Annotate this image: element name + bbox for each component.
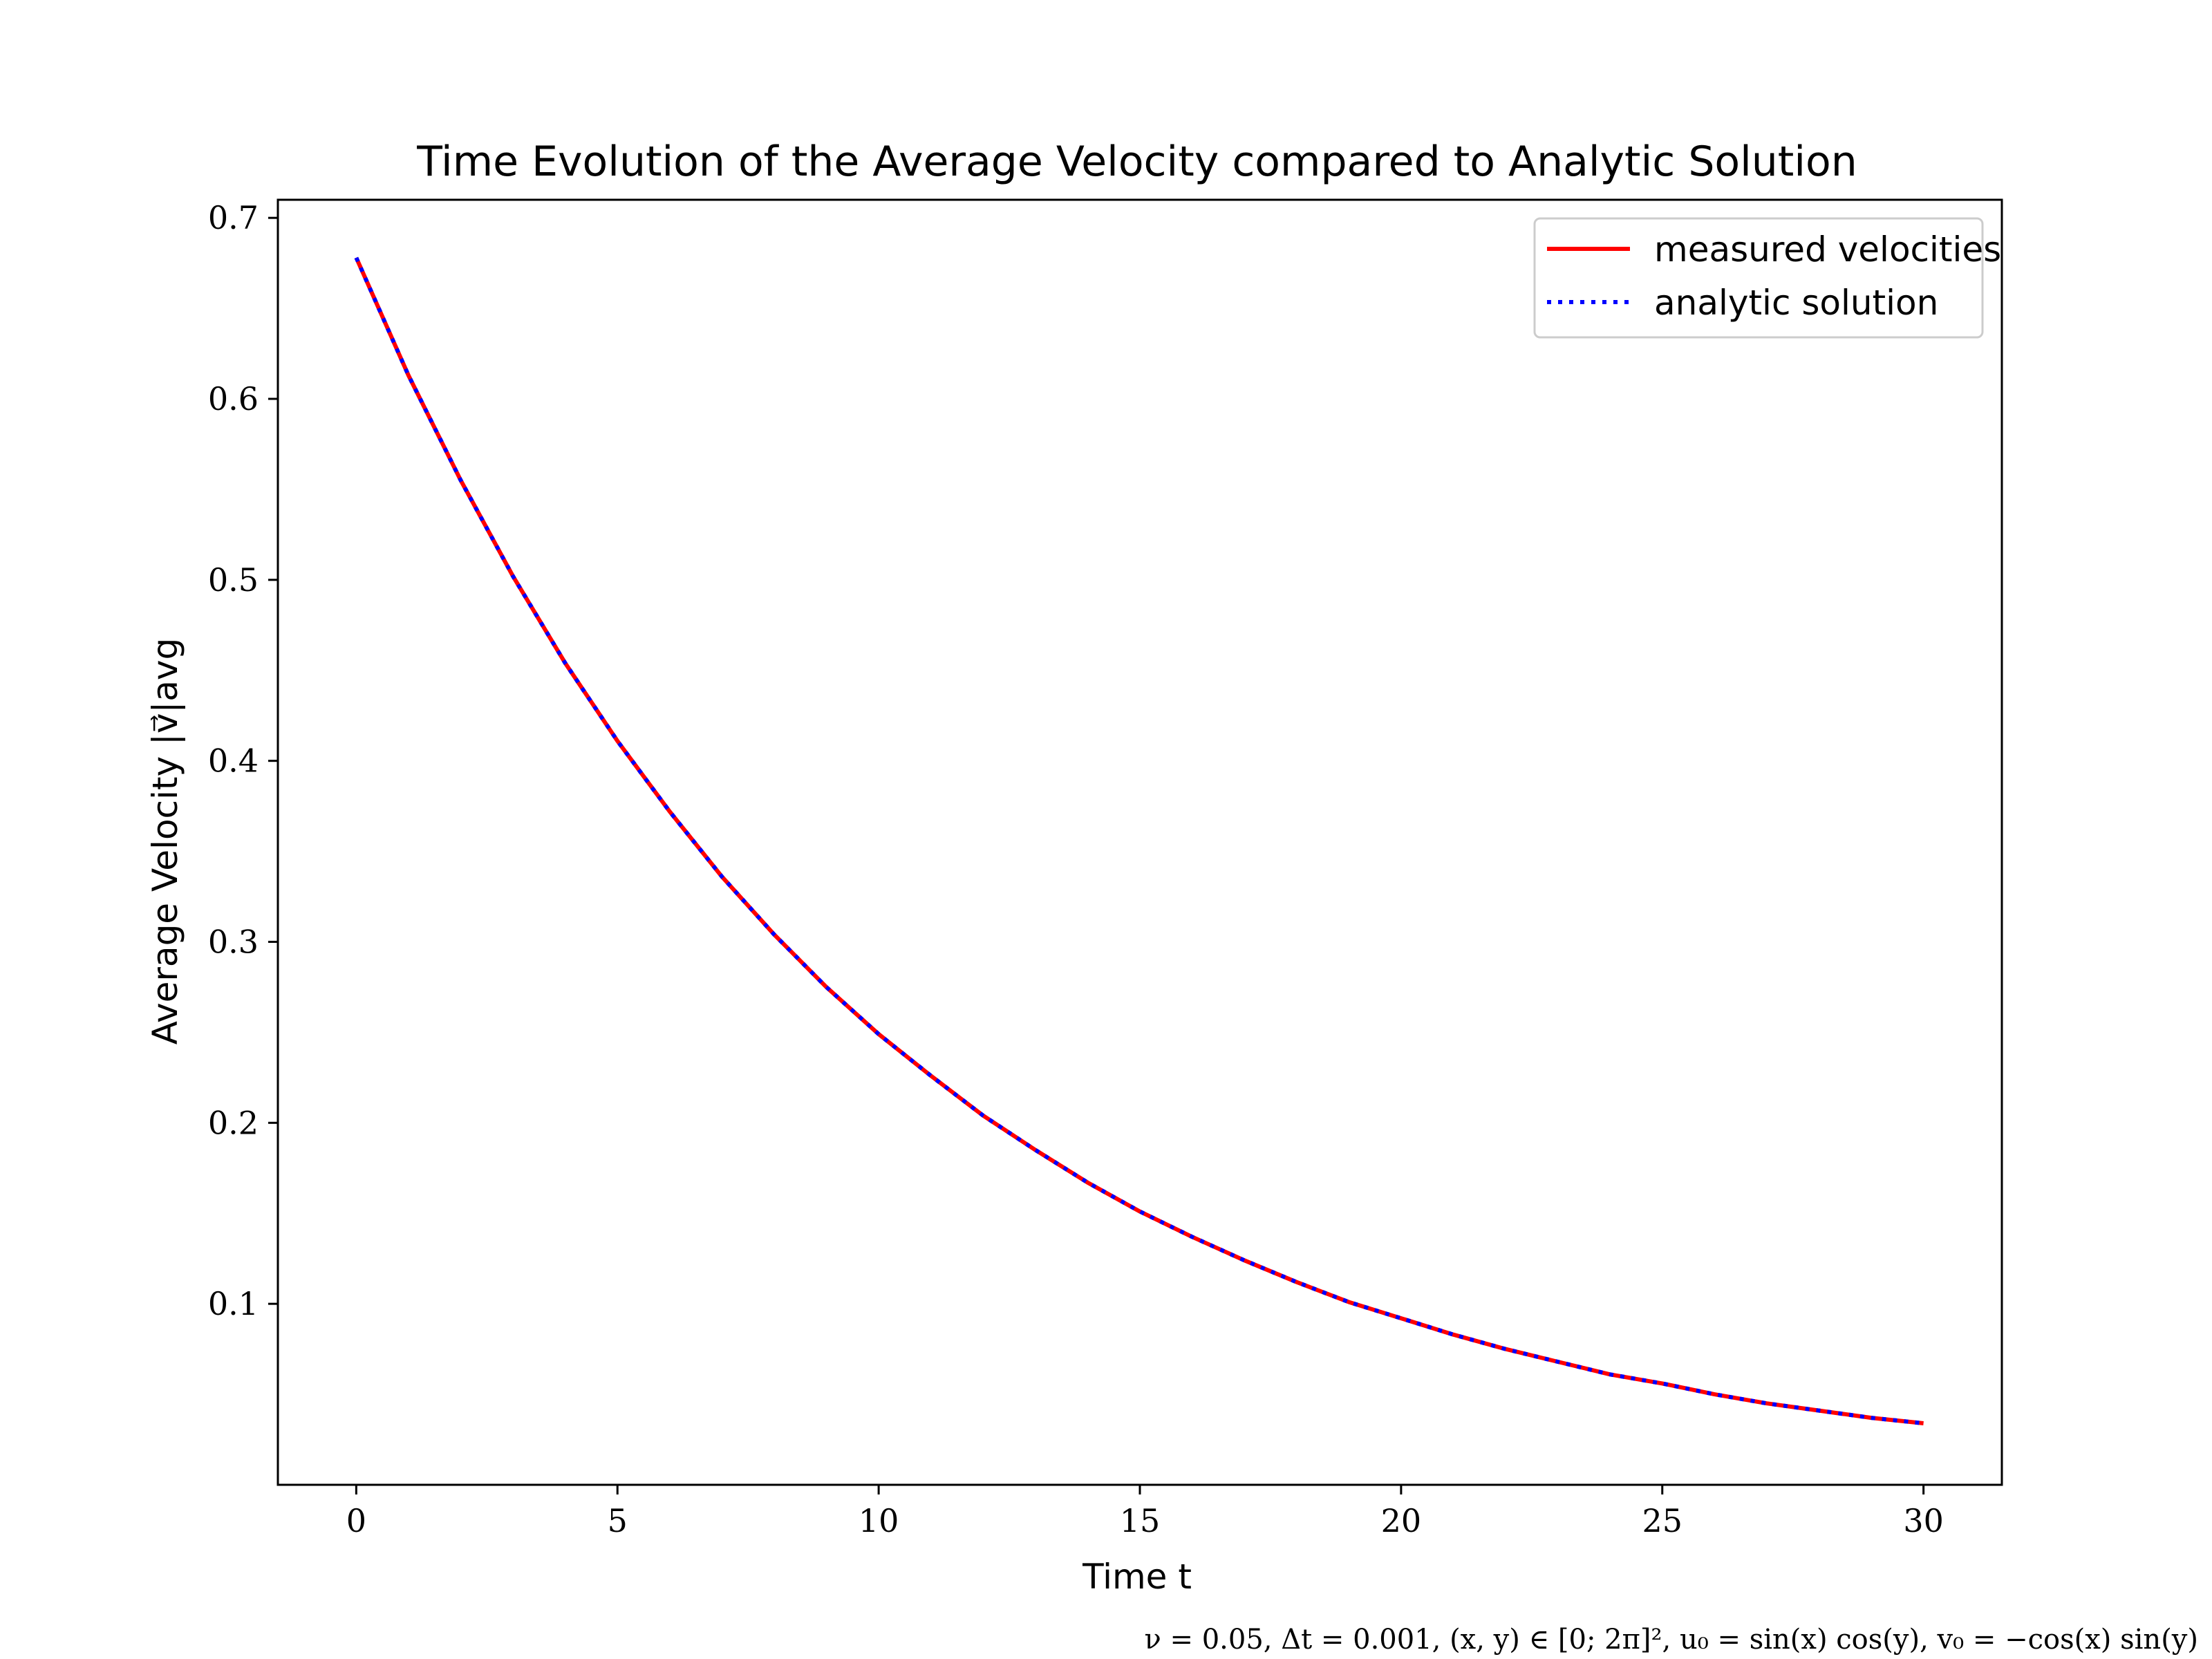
y-tick-label: 0.7 — [208, 199, 259, 236]
legend-frame — [1533, 217, 1984, 339]
y-tick-label: 0.6 — [208, 380, 259, 418]
y-tick-label: 0.2 — [208, 1104, 259, 1141]
y-tick-label: 0.5 — [208, 561, 259, 599]
x-tick-label: 15 — [1120, 1502, 1161, 1539]
x-tick-label: 30 — [1903, 1502, 1944, 1539]
legend-label-analytic: analytic solution — [1654, 283, 1938, 323]
series-line-measured — [354, 256, 1924, 1425]
y-tick-label: 0.4 — [208, 742, 259, 780]
x-tick-label: 5 — [608, 1502, 628, 1539]
x-tick-label: 0 — [346, 1502, 366, 1539]
chart-title: Time Evolution of the Average Velocity c… — [416, 138, 1857, 186]
legend-label-measured: measured velocities — [1654, 229, 2001, 270]
x-tick-label: 10 — [859, 1502, 899, 1539]
axis-ticks: 0 5 10 15 20 25 30 0.1 0.2 0.3 0.4 0.5 0.6 0.7 — [208, 199, 1944, 1539]
y-axis-label: Average Velocity |v⃗|avg — [145, 638, 185, 1045]
legend: measured velocities analytic solution — [1533, 217, 2001, 339]
parameters-annotation: ν = 0.05, Δt = 0.001, (x, y) ∈ [0; 2π]²,… — [1144, 1624, 2198, 1656]
y-tick-label: 0.1 — [208, 1285, 259, 1322]
x-axis-label: Time t — [1082, 1557, 1192, 1597]
x-tick-label: 20 — [1381, 1502, 1422, 1539]
x-tick-label: 25 — [1642, 1502, 1683, 1539]
y-tick-label: 0.3 — [208, 924, 259, 961]
